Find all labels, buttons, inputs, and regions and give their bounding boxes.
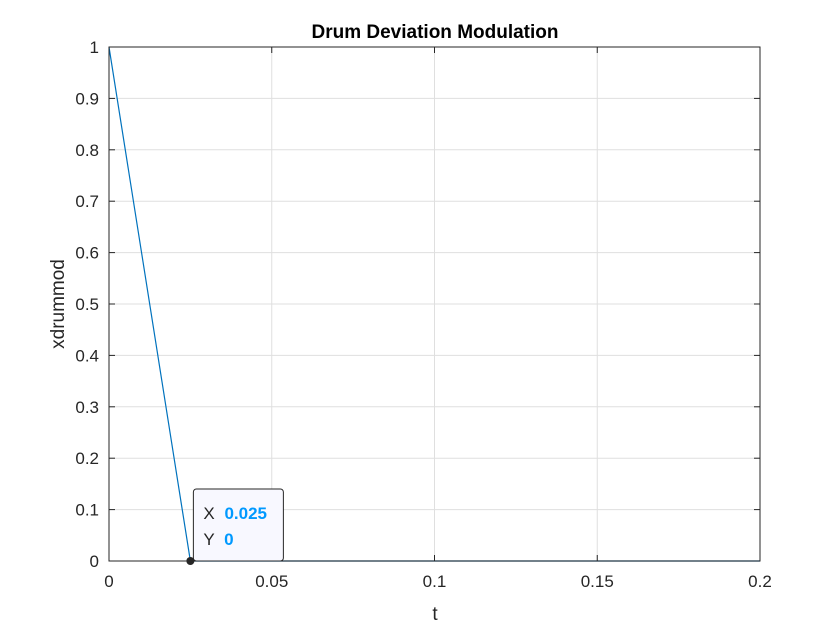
- y-tick-label: 0.3: [75, 398, 99, 417]
- datatip-marker[interactable]: [186, 557, 195, 565]
- x-tick-label: 0: [104, 572, 113, 591]
- y-tick-label: 0.8: [75, 141, 99, 160]
- datatip-y-label: Y: [203, 530, 214, 549]
- y-tick-label: 0.6: [75, 244, 99, 263]
- datatip-x-row: X 0.025: [203, 504, 267, 523]
- tick-labels: 0 0.05 0.1 0.15 0.2 0 0.1 0.2 0.3 0.4 0.5 0.6 0.7 0.8…: [75, 38, 771, 591]
- x-axis-label: t: [432, 604, 438, 625]
- y-tick-label: 0.5: [75, 295, 99, 314]
- y-tick-label: 0.1: [75, 501, 99, 520]
- x-tick-label: 0.1: [423, 572, 447, 591]
- y-tick-label: 1: [90, 38, 99, 57]
- y-tick-label: 0.7: [75, 192, 99, 211]
- datatip-x-value: 0.025: [224, 504, 267, 523]
- datatip-box: [192, 488, 284, 562]
- x-tick-label: 0.05: [255, 572, 288, 591]
- chart-title: Drum Deviation Modulation: [312, 22, 559, 43]
- x-tick-label: 0.2: [748, 572, 772, 591]
- y-axis-label: xdrummod: [48, 259, 69, 349]
- y-tick-label: 0.9: [75, 89, 99, 108]
- y-tick-label: 0.4: [75, 346, 99, 365]
- ticks: [108, 46, 761, 562]
- datatip-y-value: 0: [224, 530, 233, 549]
- x-tick-label: 0.15: [581, 572, 614, 591]
- y-tick-label: 0.2: [75, 449, 99, 468]
- datatip-y-row: Y 0: [203, 530, 233, 549]
- datatip[interactable]: X 0.025 Y 0: [186, 488, 284, 565]
- y-tick-label: 0: [90, 552, 99, 571]
- datatip-x-label: X: [203, 504, 214, 523]
